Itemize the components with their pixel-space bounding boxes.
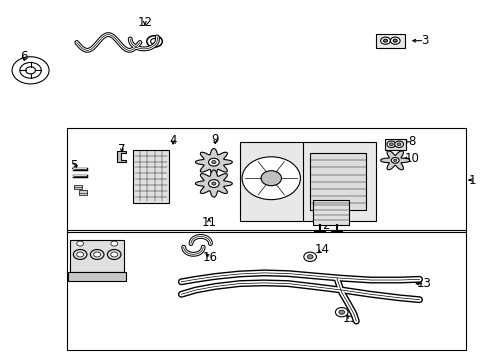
Circle shape: [211, 182, 216, 185]
Text: 1: 1: [468, 174, 475, 186]
Bar: [70, 240, 123, 272]
Circle shape: [94, 252, 101, 257]
Text: 14: 14: [314, 243, 329, 256]
Bar: [67, 128, 465, 232]
Text: 10: 10: [404, 152, 419, 165]
Circle shape: [383, 39, 386, 42]
Polygon shape: [195, 149, 232, 176]
Circle shape: [386, 141, 395, 148]
Circle shape: [388, 143, 392, 146]
Circle shape: [107, 249, 121, 260]
Bar: [79, 190, 87, 195]
Circle shape: [211, 161, 216, 164]
Circle shape: [389, 37, 399, 44]
Text: 15: 15: [343, 312, 357, 325]
Circle shape: [208, 180, 219, 188]
Text: 13: 13: [416, 277, 431, 290]
Circle shape: [77, 252, 83, 257]
Circle shape: [396, 143, 400, 146]
Bar: [312, 200, 348, 225]
Circle shape: [90, 249, 104, 260]
Bar: [384, 139, 405, 150]
Circle shape: [111, 252, 117, 257]
Text: 12: 12: [137, 15, 152, 28]
Circle shape: [303, 252, 316, 261]
Circle shape: [261, 171, 281, 186]
Polygon shape: [380, 151, 409, 170]
Text: 3: 3: [420, 34, 427, 47]
Bar: [67, 230, 465, 350]
Circle shape: [392, 39, 396, 42]
Circle shape: [73, 249, 87, 260]
Circle shape: [306, 255, 312, 259]
Text: 11: 11: [201, 216, 216, 229]
Text: 6: 6: [20, 50, 28, 63]
Bar: [68, 272, 126, 281]
Text: 4: 4: [169, 134, 177, 147]
Bar: [132, 150, 169, 203]
Text: 16: 16: [203, 251, 218, 264]
Circle shape: [242, 157, 300, 200]
Text: 9: 9: [211, 134, 219, 147]
Circle shape: [393, 159, 396, 162]
Circle shape: [338, 310, 344, 314]
Text: 2: 2: [322, 219, 329, 232]
Text: 8: 8: [407, 135, 415, 148]
Circle shape: [380, 37, 389, 44]
Bar: [239, 143, 375, 221]
Circle shape: [335, 307, 347, 317]
Circle shape: [208, 158, 219, 166]
Circle shape: [77, 241, 83, 246]
Bar: [375, 33, 404, 48]
Polygon shape: [117, 152, 125, 162]
Polygon shape: [195, 170, 232, 197]
Circle shape: [394, 141, 403, 148]
Circle shape: [390, 157, 398, 163]
Text: 5: 5: [69, 159, 77, 172]
Bar: [309, 153, 366, 210]
Circle shape: [111, 241, 117, 246]
Bar: [74, 185, 82, 189]
Text: 7: 7: [118, 143, 125, 156]
